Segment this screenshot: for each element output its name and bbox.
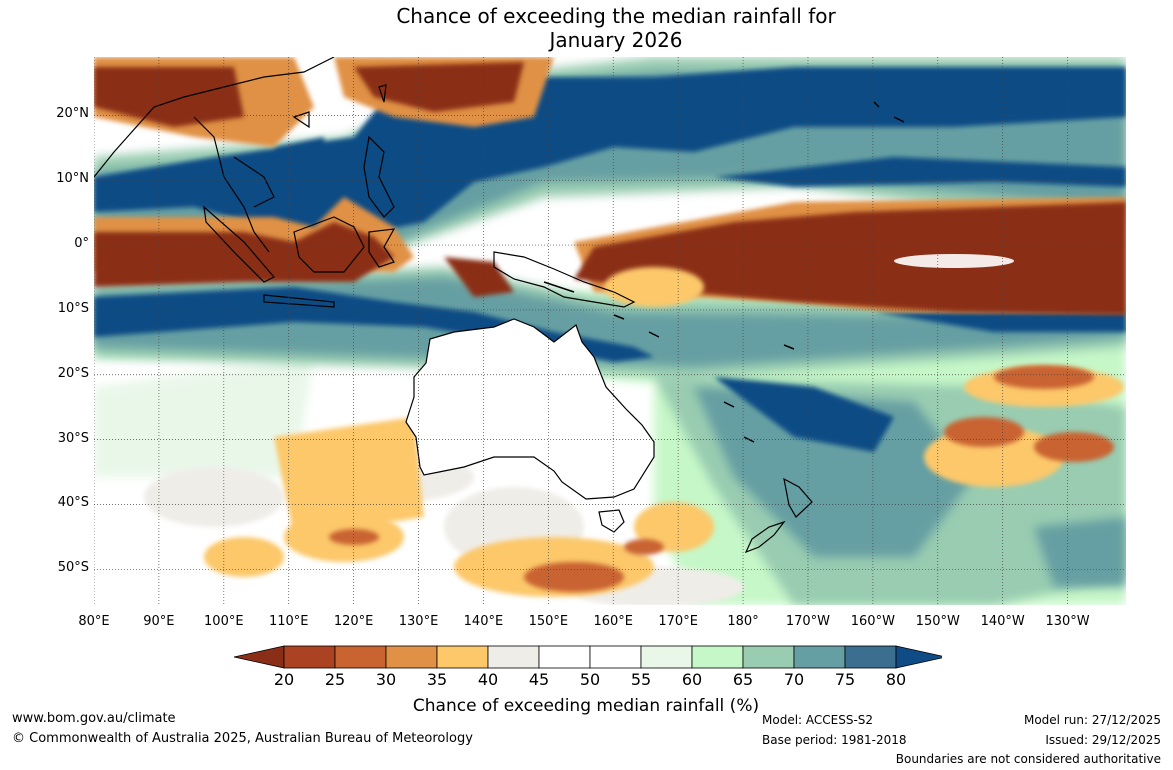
fiji-hawaii-outline bbox=[783, 101, 905, 350]
latitude-label: 30°S bbox=[57, 430, 89, 446]
colorbar-swatch bbox=[793, 645, 846, 669]
colorbar-swatch bbox=[640, 645, 693, 669]
colorbar-tick-label: 40 bbox=[477, 670, 499, 689]
colorbar-swatch bbox=[742, 645, 795, 669]
longitude-label: 130°W bbox=[1045, 614, 1090, 629]
latitude-label: 20°N bbox=[56, 106, 89, 122]
colorbar-swatch bbox=[283, 645, 336, 669]
colorbar-title: Chance of exceeding median rainfall (%) bbox=[412, 696, 760, 716]
longitude-label: 100°E bbox=[204, 614, 244, 629]
australia-outline bbox=[405, 318, 655, 500]
philippines-outline bbox=[363, 135, 395, 218]
latitude-label: 50°S bbox=[57, 560, 89, 576]
longitude-label: 160°E bbox=[593, 614, 633, 629]
colorbar-high-extension bbox=[895, 645, 942, 669]
longitude-label: 80°E bbox=[78, 614, 110, 629]
new-zealand-south-outline bbox=[744, 520, 786, 554]
boundaries-disclaimer: Boundaries are not considered authoritat… bbox=[895, 752, 1161, 766]
map-canvas bbox=[94, 57, 1126, 605]
issued-date: Issued: 29/12/2025 bbox=[1045, 733, 1161, 747]
latitude-label: 20°S bbox=[57, 365, 89, 381]
colorbar-tick-label: 25 bbox=[324, 670, 346, 689]
colorbar-swatch bbox=[844, 645, 897, 669]
map-title-line-1: Chance of exceeding the median rainfall … bbox=[396, 4, 836, 28]
colorbar-swatch bbox=[487, 645, 540, 669]
colorbar bbox=[233, 645, 942, 669]
longitude-label: 170°W bbox=[785, 614, 831, 629]
longitude-label: 150°E bbox=[528, 614, 569, 629]
colorbar-swatch bbox=[385, 645, 438, 669]
colorbar-swatch bbox=[334, 645, 387, 669]
latitude-label: 40°S bbox=[57, 495, 89, 511]
colorbar-low-extension bbox=[233, 645, 285, 669]
longitude-label: 120°E bbox=[333, 614, 374, 629]
colorbar-swatch bbox=[691, 645, 744, 669]
base-period: Base period: 1981-2018 bbox=[762, 733, 907, 747]
sulawesi-outline bbox=[368, 228, 396, 268]
colorbar-tick-label: 45 bbox=[528, 670, 550, 689]
colorbar-swatch bbox=[436, 645, 489, 669]
model-run-date: Model run: 27/12/2025 bbox=[1023, 713, 1161, 727]
copyright-text: © Commonwealth of Australia 2025, Austra… bbox=[12, 731, 473, 746]
colorbar-tick-label: 30 bbox=[375, 670, 397, 689]
longitude-label: 180° bbox=[727, 614, 759, 629]
sumatra-outline bbox=[203, 205, 275, 283]
latitude-label: 0° bbox=[74, 236, 89, 252]
colorbar-tick-label: 20 bbox=[273, 670, 295, 689]
longitude-label: 90°E bbox=[143, 614, 175, 629]
latitude-label: 10°N bbox=[56, 171, 89, 187]
field-very-dry bbox=[94, 62, 1126, 315]
colorbar-swatch bbox=[538, 645, 591, 669]
solomon-vanuatu-outline bbox=[543, 281, 755, 443]
longitude-label: 160°W bbox=[850, 614, 895, 629]
longitude-label: 110°E bbox=[268, 614, 309, 629]
colorbar-swatch bbox=[589, 645, 642, 669]
colorbar-tick-label: 80 bbox=[885, 670, 907, 689]
colorbar-tick-label: 70 bbox=[783, 670, 805, 689]
tasmania-outline bbox=[598, 509, 625, 533]
longitude-label: 130°E bbox=[398, 614, 439, 629]
longitude-label: 150°W bbox=[915, 614, 960, 629]
field-very-wet bbox=[94, 67, 1126, 452]
longitude-label: 170°E bbox=[658, 614, 698, 629]
colorbar-tick-label: 50 bbox=[579, 670, 601, 689]
model-name: Model: ACCESS-S2 bbox=[762, 713, 874, 727]
colorbar-tick-label: 60 bbox=[681, 670, 703, 689]
colorbar-tick-label: 35 bbox=[426, 670, 448, 689]
rainfall-probability-map[interactable] bbox=[94, 57, 1126, 605]
graticule bbox=[94, 57, 1126, 605]
new-guinea-outline bbox=[493, 251, 636, 308]
java-outline bbox=[263, 294, 335, 308]
colorbar-tick-label: 75 bbox=[834, 670, 856, 689]
map-title-line-2: January 2026 bbox=[549, 28, 683, 52]
latitude-label: 10°S bbox=[57, 300, 89, 316]
map-title: Chance of exceeding the median rainfall … bbox=[0, 4, 1173, 52]
website-link[interactable]: www.bom.gov.au/climate bbox=[12, 711, 176, 726]
longitude-label: 140°E bbox=[463, 614, 504, 629]
longitude-label: 140°W bbox=[980, 614, 1025, 629]
hainan-taiwan-outline bbox=[292, 84, 387, 129]
new-zealand-north-outline bbox=[783, 477, 813, 518]
borneo-outline bbox=[293, 216, 365, 273]
colorbar-tick-label: 65 bbox=[732, 670, 754, 689]
colorbar-tick-label: 55 bbox=[630, 670, 652, 689]
asia-mainland-outline bbox=[94, 57, 335, 253]
field-near-normal-equatorial-pocket bbox=[894, 254, 1014, 268]
